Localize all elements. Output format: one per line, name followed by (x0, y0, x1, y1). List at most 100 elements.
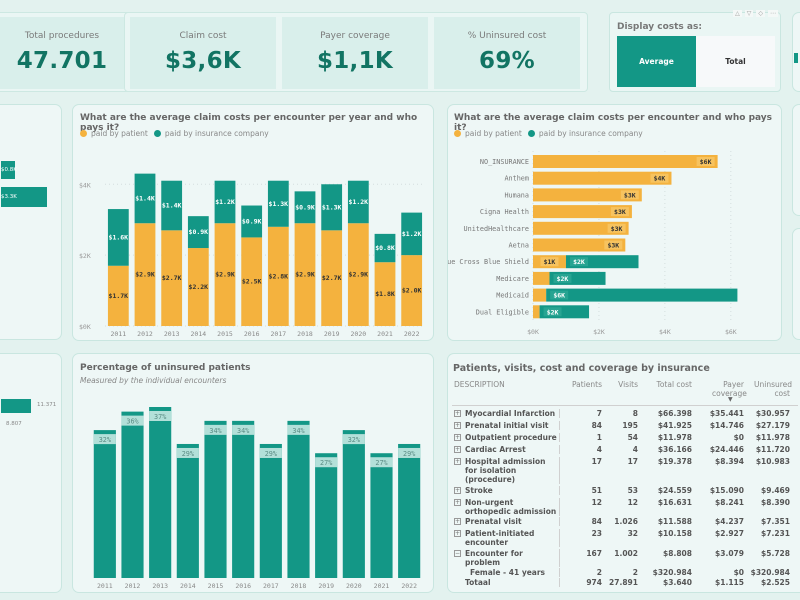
table-row[interactable]: + Prenatal visit 84 1.026 $11.588 $4.237 $7.35… (452, 517, 798, 528)
slicer-option-average[interactable]: Average (617, 36, 696, 87)
data-label-bg[interactable] (604, 240, 623, 250)
bar-patient[interactable] (107, 265, 129, 326)
data-label-band[interactable] (259, 447, 282, 458)
bar-insurance[interactable] (267, 180, 289, 227)
bar-patient[interactable] (321, 230, 343, 326)
bar-insurance[interactable] (347, 180, 369, 224)
bar-patient[interactable] (187, 248, 209, 326)
bar-uninsured[interactable] (370, 453, 393, 578)
data-label-bg[interactable] (540, 257, 559, 267)
bar-insurance[interactable] (107, 209, 129, 266)
data-label-band[interactable] (398, 447, 421, 458)
data-label-band[interactable] (149, 411, 172, 421)
bar-insurance[interactable] (546, 288, 738, 302)
bar-patient[interactable] (533, 205, 632, 219)
bar-insurance[interactable] (321, 184, 343, 231)
data-label-band[interactable] (370, 457, 393, 468)
bar-patient[interactable] (241, 237, 263, 326)
more-icon[interactable]: ⋯ (768, 10, 778, 17)
bar-patient[interactable] (161, 230, 183, 326)
bar-patient[interactable] (294, 223, 316, 326)
table-row[interactable]: + Cardiac Arrest 4 4 $36.166 $24.446 $11.720 (452, 445, 798, 456)
bar-insurance[interactable] (241, 205, 263, 238)
bar-uninsured[interactable] (315, 453, 338, 578)
bar-insurance[interactable] (134, 173, 156, 224)
bar-insurance[interactable] (161, 180, 183, 231)
expand-icon[interactable]: + (454, 446, 461, 453)
bar-patient[interactable] (214, 223, 236, 326)
expand-icon[interactable]: + (454, 434, 461, 441)
expand-icon[interactable]: + (454, 422, 461, 429)
bar-uninsured[interactable] (93, 430, 116, 578)
bar-patient[interactable] (533, 188, 642, 202)
table-row[interactable]: + Hospital admission for isolation (proce… (452, 457, 798, 484)
col-total-cost[interactable]: Total cost (656, 380, 692, 389)
bar-uninsured[interactable] (121, 411, 144, 578)
col-patients[interactable]: Patients (571, 380, 602, 389)
table-row[interactable]: + Patient-initiated encounter 23 32 $10.158 $… (452, 529, 798, 547)
bar-patient[interactable] (347, 223, 369, 326)
bar-patient[interactable] (374, 262, 396, 326)
bar-uninsured[interactable] (342, 430, 365, 578)
expand-icon[interactable]: + (454, 486, 461, 494)
data-label-band[interactable] (287, 424, 310, 435)
expand-icon[interactable]: + (454, 458, 461, 465)
slicer-option-total[interactable]: Total (696, 36, 775, 87)
pin-icon[interactable]: ◇ (756, 10, 765, 17)
bar-patient[interactable] (533, 221, 629, 235)
bar-insurance[interactable] (187, 216, 209, 249)
bell-icon[interactable]: △ (733, 10, 742, 17)
data-label-band[interactable] (121, 415, 144, 426)
data-label-bg[interactable] (610, 207, 629, 217)
expand-icon[interactable]: + (454, 518, 461, 525)
data-label-band[interactable] (176, 447, 199, 458)
col-visits[interactable]: Visits (618, 380, 638, 389)
data-label-band[interactable] (232, 424, 255, 435)
bar-insurance[interactable] (294, 191, 316, 224)
bar-patient[interactable] (267, 226, 289, 326)
data-label-bg[interactable] (569, 257, 588, 267)
bar-insurance[interactable] (401, 212, 423, 256)
bar-uninsured[interactable] (149, 407, 172, 578)
bar-patient[interactable] (533, 238, 626, 252)
data-label-bg[interactable] (553, 273, 572, 283)
expand-icon[interactable]: + (454, 498, 461, 506)
data-label-band[interactable] (342, 434, 365, 445)
sort-desc-icon[interactable]: ▼ (728, 396, 733, 403)
table-row[interactable]: + Stroke 51 53 $24.559 $15.090 $9.469 (452, 485, 798, 497)
col-uninsured-cost[interactable]: Uninsured cost (754, 380, 793, 398)
data-label-band[interactable] (315, 457, 338, 468)
table-row[interactable]: + Non-urgent orthopedic admission 12 12 $16.… (452, 497, 798, 516)
data-label-bg[interactable] (620, 190, 639, 200)
bar-insurance[interactable] (374, 233, 396, 263)
table-subrow[interactable]: Female - 41 years 2 2 $320.984 $0 $320.984 (452, 568, 798, 579)
bar-uninsured[interactable] (176, 443, 199, 578)
bar-uninsured[interactable] (398, 443, 421, 578)
bar-insurance[interactable] (214, 180, 236, 224)
expand-icon[interactable]: + (454, 530, 461, 537)
expand-icon[interactable]: + (454, 410, 461, 417)
bar-patient[interactable] (134, 223, 156, 326)
table-row[interactable]: + Outpatient procedure 1 54 $11.978 $0 $11.978 (452, 433, 798, 444)
data-label-bg[interactable] (650, 173, 669, 183)
data-label-band[interactable] (93, 434, 116, 445)
bar-uninsured[interactable] (287, 420, 310, 578)
data-label-bg[interactable] (550, 290, 569, 300)
bar-uninsured[interactable] (259, 443, 282, 578)
data-label-bg[interactable] (543, 307, 562, 317)
bar-uninsured[interactable] (204, 420, 227, 578)
collapse-icon[interactable]: − (454, 549, 461, 557)
table-row[interactable]: + Prenatal initial visit 84 195 $41.925 $14.7… (452, 421, 798, 432)
bar-patient[interactable] (533, 305, 540, 319)
bar-uninsured[interactable] (232, 420, 255, 578)
filter-icon[interactable]: ▽ (744, 10, 754, 17)
col-payer-coverage[interactable]: Payer coverage (712, 380, 747, 398)
data-label-bg[interactable] (607, 223, 626, 233)
data-label-band[interactable] (204, 424, 227, 435)
bar-patient[interactable] (533, 155, 718, 168)
table-row[interactable]: − Encounter for problem 167 1.002 $8.808 $3.0… (452, 548, 798, 567)
bar-patient[interactable] (533, 171, 672, 185)
bar-patient[interactable] (533, 288, 547, 302)
col-description[interactable]: DESCRIPTION (454, 380, 505, 389)
bar-patient[interactable] (401, 255, 423, 326)
